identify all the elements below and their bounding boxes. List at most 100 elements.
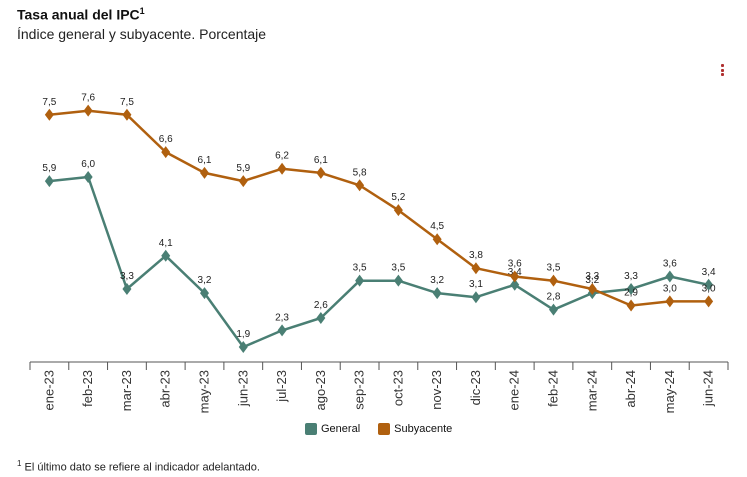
data-label-subyacente: 5,9 <box>236 163 250 174</box>
x-tick-label-sep-23: sep-23 <box>352 370 367 410</box>
x-tick-label-ene-24: ene-24 <box>507 370 522 410</box>
legend-swatch-subyacente <box>378 423 391 435</box>
data-label-general: 3,6 <box>663 259 677 270</box>
x-tick-label-abr-23: abr-23 <box>158 370 173 408</box>
data-point-general[interactable] <box>665 270 675 283</box>
data-label-subyacente: 4,5 <box>430 221 444 232</box>
legend-item-general[interactable]: General <box>305 423 360 435</box>
data-label-general: 3,3 <box>120 271 134 282</box>
x-tick-label-mar-23: mar-23 <box>119 370 134 411</box>
data-point-general[interactable] <box>277 324 287 337</box>
data-label-subyacente: 6,6 <box>159 134 173 145</box>
x-tick-label-ago-23: ago-23 <box>313 370 328 410</box>
data-point-general[interactable] <box>432 287 442 300</box>
data-label-subyacente: 6,1 <box>198 155 212 166</box>
data-point-subyacente[interactable] <box>471 262 481 275</box>
x-tick-label-jul-23: jul-23 <box>274 370 289 403</box>
data-point-general[interactable] <box>161 249 171 262</box>
data-label-general: 3,2 <box>585 275 599 286</box>
data-point-subyacente[interactable] <box>587 282 597 295</box>
data-point-subyacente[interactable] <box>510 270 520 283</box>
data-label-subyacente: 7,5 <box>42 97 56 108</box>
data-point-general[interactable] <box>83 171 93 183</box>
data-point-general[interactable] <box>626 282 636 295</box>
data-point-subyacente[interactable] <box>549 274 558 287</box>
kebab-menu-icon[interactable] <box>718 64 726 80</box>
x-tick-label-feb-24: feb-24 <box>546 370 561 407</box>
data-point-general[interactable] <box>238 341 248 353</box>
data-label-general: 3,2 <box>430 275 444 286</box>
data-point-general[interactable] <box>704 278 714 291</box>
x-tick-label-may-24: may-24 <box>662 370 677 413</box>
data-point-general[interactable] <box>200 287 209 300</box>
data-label-subyacente: 2,9 <box>624 288 638 299</box>
x-tick-label-dic-23: dic-23 <box>468 370 483 405</box>
x-tick-label-jun-24: jun-24 <box>701 370 716 407</box>
x-tick-label-ene-23: ene-23 <box>41 370 56 410</box>
data-label-subyacente: 3,8 <box>469 250 483 261</box>
data-label-subyacente: 7,5 <box>120 97 134 108</box>
chart-title: Tasa anual del IPC1 <box>17 6 145 23</box>
data-point-subyacente[interactable] <box>432 233 442 246</box>
data-point-subyacente[interactable] <box>393 204 403 217</box>
data-label-general: 3,2 <box>198 275 212 286</box>
data-point-subyacente[interactable] <box>355 179 365 192</box>
chart-subtitle: Índice general y subyacente. Porcentaje <box>17 26 267 42</box>
data-point-subyacente[interactable] <box>83 104 93 117</box>
data-label-general: 3,1 <box>469 279 483 290</box>
data-point-general[interactable] <box>510 278 520 291</box>
data-point-subyacente[interactable] <box>161 146 171 159</box>
data-point-subyacente[interactable] <box>316 166 326 179</box>
data-label-general: 3,4 <box>702 267 716 278</box>
data-point-subyacente[interactable] <box>704 295 714 308</box>
data-label-general: 3,3 <box>624 271 638 282</box>
x-tick-label-jun-23: jun-23 <box>235 370 250 407</box>
x-tick-label-nov-23: nov-23 <box>429 370 444 410</box>
data-label-subyacente: 3,6 <box>508 259 522 270</box>
data-point-general[interactable] <box>316 311 326 324</box>
data-label-subyacente: 5,2 <box>391 192 405 203</box>
data-label-subyacente: 6,2 <box>275 151 289 162</box>
data-point-subyacente[interactable] <box>122 108 132 121</box>
data-label-general: 1,9 <box>236 329 250 340</box>
data-point-general[interactable] <box>44 175 54 188</box>
data-label-general: 2,3 <box>275 312 289 323</box>
data-label-subyacente: 3,0 <box>663 283 677 294</box>
x-tick-label-abr-24: abr-24 <box>623 370 638 408</box>
legend-item-subyacente[interactable]: Subyacente <box>378 423 452 435</box>
data-point-general[interactable] <box>355 274 365 287</box>
data-label-general: 4,1 <box>159 238 173 249</box>
chart-legend: General Subyacente <box>305 423 452 435</box>
data-point-subyacente[interactable] <box>277 162 287 175</box>
data-point-general[interactable] <box>122 282 132 295</box>
data-point-general[interactable] <box>471 291 481 304</box>
data-point-general[interactable] <box>393 274 403 287</box>
legend-swatch-general <box>305 423 317 435</box>
data-label-general: 5,9 <box>42 163 56 174</box>
series-line-subyacente <box>49 109 709 307</box>
data-point-general[interactable] <box>549 303 558 316</box>
data-point-subyacente[interactable] <box>238 175 248 188</box>
data-label-subyacente: 6,1 <box>314 155 328 166</box>
data-label-general: 2,6 <box>314 300 328 311</box>
data-label-general: 3,5 <box>391 263 405 274</box>
x-tick-label-oct-23: oct-23 <box>390 370 405 406</box>
data-label-subyacente: 3,5 <box>547 263 561 274</box>
data-label-subyacente: 5,8 <box>353 167 367 178</box>
data-label-general: 2,8 <box>547 292 561 303</box>
data-label-general: 6,0 <box>81 159 95 170</box>
data-point-subyacente[interactable] <box>200 166 209 179</box>
data-label-general: 3,5 <box>353 263 367 274</box>
data-point-subyacente[interactable] <box>626 299 636 312</box>
data-point-subyacente[interactable] <box>44 108 54 121</box>
x-tick-label-feb-23: feb-23 <box>80 370 95 407</box>
series-line-general <box>49 175 709 349</box>
legend-label-general: General <box>321 423 361 435</box>
data-point-subyacente[interactable] <box>665 295 675 308</box>
data-label-subyacente: 3,3 <box>585 271 599 282</box>
x-tick-label-may-23: may-23 <box>197 370 212 413</box>
data-label-subyacente: 3,0 <box>702 283 716 294</box>
legend-label-subyacente: Subyacente <box>394 423 453 435</box>
x-tick-label-mar-24: mar-24 <box>584 370 599 411</box>
